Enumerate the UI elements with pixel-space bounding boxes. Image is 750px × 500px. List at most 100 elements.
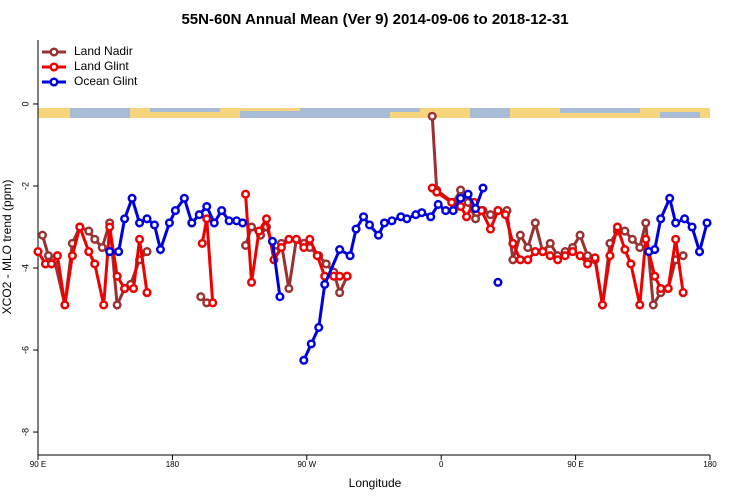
y-tick-label: -8 [20, 428, 30, 436]
point [129, 283, 139, 294]
point [97, 242, 107, 253]
point [456, 193, 466, 203]
point [67, 251, 77, 261]
legend-label: Land Glint [74, 59, 129, 73]
point [142, 214, 152, 224]
point [335, 271, 345, 281]
point [127, 193, 137, 203]
point [493, 206, 503, 216]
point [553, 255, 563, 265]
series-line [41, 116, 684, 311]
legend-label: Land Nadir [74, 44, 133, 58]
point [656, 214, 666, 224]
point [84, 247, 94, 257]
point [120, 283, 130, 294]
x-axis-label: Longitude [349, 476, 402, 490]
point [254, 226, 264, 236]
point [441, 206, 451, 216]
map-strip [38, 108, 710, 118]
point [202, 214, 212, 224]
x-tick-label: 90 W [297, 460, 316, 469]
point [680, 214, 690, 224]
point [462, 212, 472, 222]
point [641, 234, 651, 244]
point [582, 251, 593, 261]
point [112, 300, 122, 310]
point [678, 288, 688, 298]
point [427, 111, 437, 121]
point [284, 283, 294, 294]
point [351, 224, 361, 234]
point [650, 271, 660, 281]
point [84, 226, 94, 236]
point [463, 189, 473, 199]
point [241, 189, 251, 199]
point [33, 247, 43, 257]
point [312, 251, 322, 261]
point [194, 210, 204, 220]
point [358, 212, 369, 222]
point [276, 242, 286, 253]
point [197, 238, 207, 248]
legend-marker [49, 62, 59, 72]
point [500, 210, 510, 220]
legend-marker [49, 47, 59, 57]
point [493, 277, 503, 287]
point [447, 197, 457, 207]
chart-title: 55N-60N Annual Mean (Ver 9) 2014-09-06 t… [181, 11, 568, 28]
point [120, 214, 130, 224]
point [575, 230, 585, 240]
point [208, 298, 218, 308]
point [687, 222, 697, 232]
point [299, 355, 309, 365]
point [321, 259, 331, 269]
y-tick-label: 0 [20, 101, 30, 106]
point [134, 218, 145, 228]
point [671, 218, 681, 228]
point [694, 247, 705, 257]
point [663, 283, 673, 294]
point [671, 234, 681, 244]
point [560, 251, 570, 261]
point [335, 245, 345, 255]
y-tick-label: -6 [20, 346, 30, 354]
point [170, 206, 180, 216]
point [478, 183, 488, 193]
point [432, 187, 442, 197]
point [523, 242, 533, 253]
point [620, 245, 630, 255]
point [284, 234, 294, 244]
point [134, 234, 145, 244]
point [299, 242, 309, 253]
point [379, 218, 390, 228]
point [291, 234, 301, 244]
point [373, 230, 384, 240]
point [545, 251, 555, 261]
point [568, 247, 578, 257]
legend-label: Ocean Glint [74, 74, 138, 88]
y-axis-label: XCO2 - MLO trend (ppm) [0, 180, 14, 315]
point [470, 214, 481, 224]
point [112, 271, 122, 281]
point [582, 259, 593, 269]
point [470, 203, 481, 214]
point [508, 255, 518, 265]
point [90, 234, 100, 244]
point [75, 222, 85, 232]
point [635, 300, 645, 310]
point [485, 210, 496, 220]
point [641, 218, 651, 228]
point [238, 218, 248, 228]
point [142, 247, 152, 257]
x-tick-label: 90 E [567, 460, 583, 469]
point [650, 245, 660, 255]
point [90, 259, 100, 269]
point [179, 193, 189, 203]
point [448, 206, 458, 216]
point [575, 251, 585, 261]
point [52, 251, 62, 261]
point [456, 185, 466, 195]
x-tick-label: 180 [703, 460, 717, 469]
point [164, 218, 174, 228]
point [43, 251, 54, 261]
